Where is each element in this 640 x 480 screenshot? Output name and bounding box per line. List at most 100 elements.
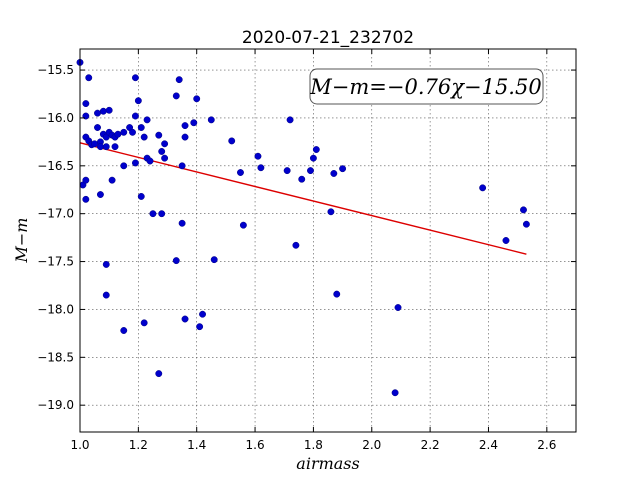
data-point — [181, 122, 189, 130]
data-point — [228, 137, 236, 145]
data-point — [149, 210, 157, 218]
data-point — [237, 169, 244, 176]
data-point — [312, 146, 320, 153]
data-point — [85, 74, 93, 82]
data-point — [94, 109, 101, 117]
data-point — [99, 107, 107, 115]
data-point — [333, 290, 341, 298]
y-tick-label: −18.0 — [37, 302, 74, 316]
data-point — [190, 119, 198, 127]
data-point — [178, 219, 186, 227]
data-point — [394, 304, 402, 311]
plot-frame — [79, 48, 577, 433]
data-point — [94, 124, 101, 131]
data-point — [181, 315, 189, 323]
data-point — [102, 260, 110, 268]
data-point — [175, 76, 183, 84]
data-point — [146, 157, 154, 165]
data-point — [82, 195, 90, 203]
fit-line-group — [79, 142, 527, 255]
data-point — [479, 184, 487, 192]
data-point — [140, 133, 148, 141]
data-points — [76, 58, 530, 397]
data-point — [307, 167, 314, 175]
y-tick-label: −16.5 — [37, 159, 74, 173]
data-point — [522, 220, 530, 228]
data-point — [105, 106, 113, 114]
fit-line — [79, 142, 527, 255]
data-point — [131, 159, 139, 167]
data-point — [178, 162, 186, 170]
data-point — [114, 130, 122, 138]
chart-title: 2020-07-21_232702 — [242, 28, 414, 48]
data-point — [158, 148, 166, 155]
data-point — [91, 140, 99, 148]
data-point — [82, 176, 90, 184]
data-point — [143, 116, 151, 124]
y-tick-label: −18.5 — [37, 350, 74, 364]
y-tick-label: −19.0 — [37, 398, 74, 412]
data-point — [391, 389, 399, 397]
x-axis-label: airmass — [296, 454, 359, 473]
annotation-box: M−m=−0.76χ−15.50 — [309, 68, 544, 105]
data-point — [102, 291, 110, 299]
data-point — [131, 74, 139, 82]
data-point — [309, 154, 317, 162]
data-point — [339, 165, 347, 173]
x-tick-label: 1.4 — [187, 438, 206, 452]
x-tick-label: 1.0 — [70, 438, 89, 452]
x-tick-label: 1.6 — [246, 438, 265, 452]
data-point — [161, 154, 169, 162]
data-point — [193, 95, 201, 103]
data-point — [155, 131, 163, 139]
data-point — [239, 221, 247, 229]
data-point — [131, 112, 139, 120]
x-tick-label: 1.2 — [129, 438, 148, 452]
data-point — [257, 164, 265, 172]
data-point — [140, 319, 148, 327]
y-axis-label: M−m — [12, 218, 31, 264]
data-point — [520, 206, 527, 214]
axis-ticks — [79, 49, 576, 432]
data-point — [120, 327, 128, 334]
data-point — [286, 116, 294, 124]
data-point — [161, 140, 169, 148]
data-point — [102, 143, 110, 151]
data-point — [96, 143, 104, 151]
data-point — [254, 152, 262, 160]
data-point — [172, 257, 180, 265]
tick-labels: 1.0 1.2 1.4 1.6 1.8 2.0 2.2 2.4 2.6 −15.5 −16.0 −16… — [37, 63, 556, 452]
x-tick-label: 2.6 — [537, 438, 556, 452]
data-point — [96, 191, 104, 198]
y-tick-label: −15.5 — [37, 63, 74, 77]
data-point — [181, 133, 189, 141]
annotation-frame — [309, 68, 544, 105]
data-point — [298, 175, 306, 183]
data-point — [158, 210, 166, 218]
data-point — [502, 237, 510, 244]
data-point — [111, 143, 119, 151]
x-tick-label: 2.0 — [362, 438, 381, 452]
data-point — [120, 162, 128, 170]
data-point — [172, 92, 180, 100]
y-tick-label: −16.0 — [37, 111, 74, 125]
data-point — [199, 310, 206, 318]
data-point — [330, 170, 338, 177]
data-point — [210, 256, 218, 264]
data-point — [108, 176, 116, 184]
data-point — [283, 167, 291, 175]
data-point — [137, 193, 145, 200]
x-tick-label: 2.2 — [421, 438, 440, 452]
data-point — [155, 370, 163, 378]
data-point — [134, 97, 142, 105]
x-tick-label: 2.4 — [479, 438, 498, 452]
data-point — [82, 100, 90, 108]
data-point — [207, 116, 215, 124]
y-tick-label: −17.5 — [37, 255, 74, 269]
data-point — [327, 208, 335, 216]
data-point — [129, 128, 136, 136]
fit-equation: M−m=−0.76χ−15.50 — [309, 75, 541, 99]
x-tick-label: 1.8 — [304, 438, 323, 452]
data-point — [137, 124, 145, 131]
